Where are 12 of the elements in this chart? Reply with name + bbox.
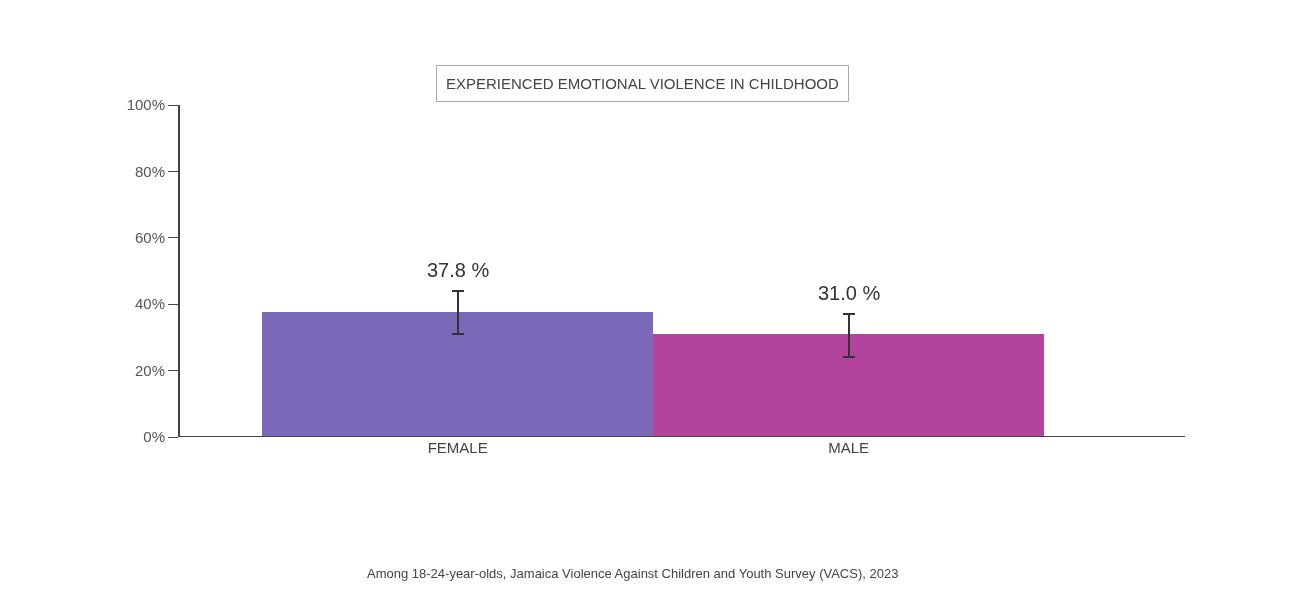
data-label: 31.0 % [818, 282, 881, 304]
x-tick-label: FEMALE [427, 439, 488, 456]
x-tick-label: MALE [828, 439, 870, 456]
y-tick-label: 20% [134, 361, 165, 379]
y-tick-label: 0% [143, 428, 165, 446]
y-tick-label: 40% [134, 295, 165, 313]
y-tick-label: 80% [134, 162, 165, 180]
y-tick-label: 100% [126, 96, 165, 114]
text: Among 18-24-year-olds, Jamaica Violence Against Children and Youth Survey (VACS), 2023 [367, 566, 899, 581]
chart-title: EXPERIENCED EMOTIONAL VIOLENCE IN CHILDHOOD [446, 75, 840, 92]
data-label: 37.8 % [427, 259, 490, 281]
y-tick-label: 60% [134, 229, 165, 247]
